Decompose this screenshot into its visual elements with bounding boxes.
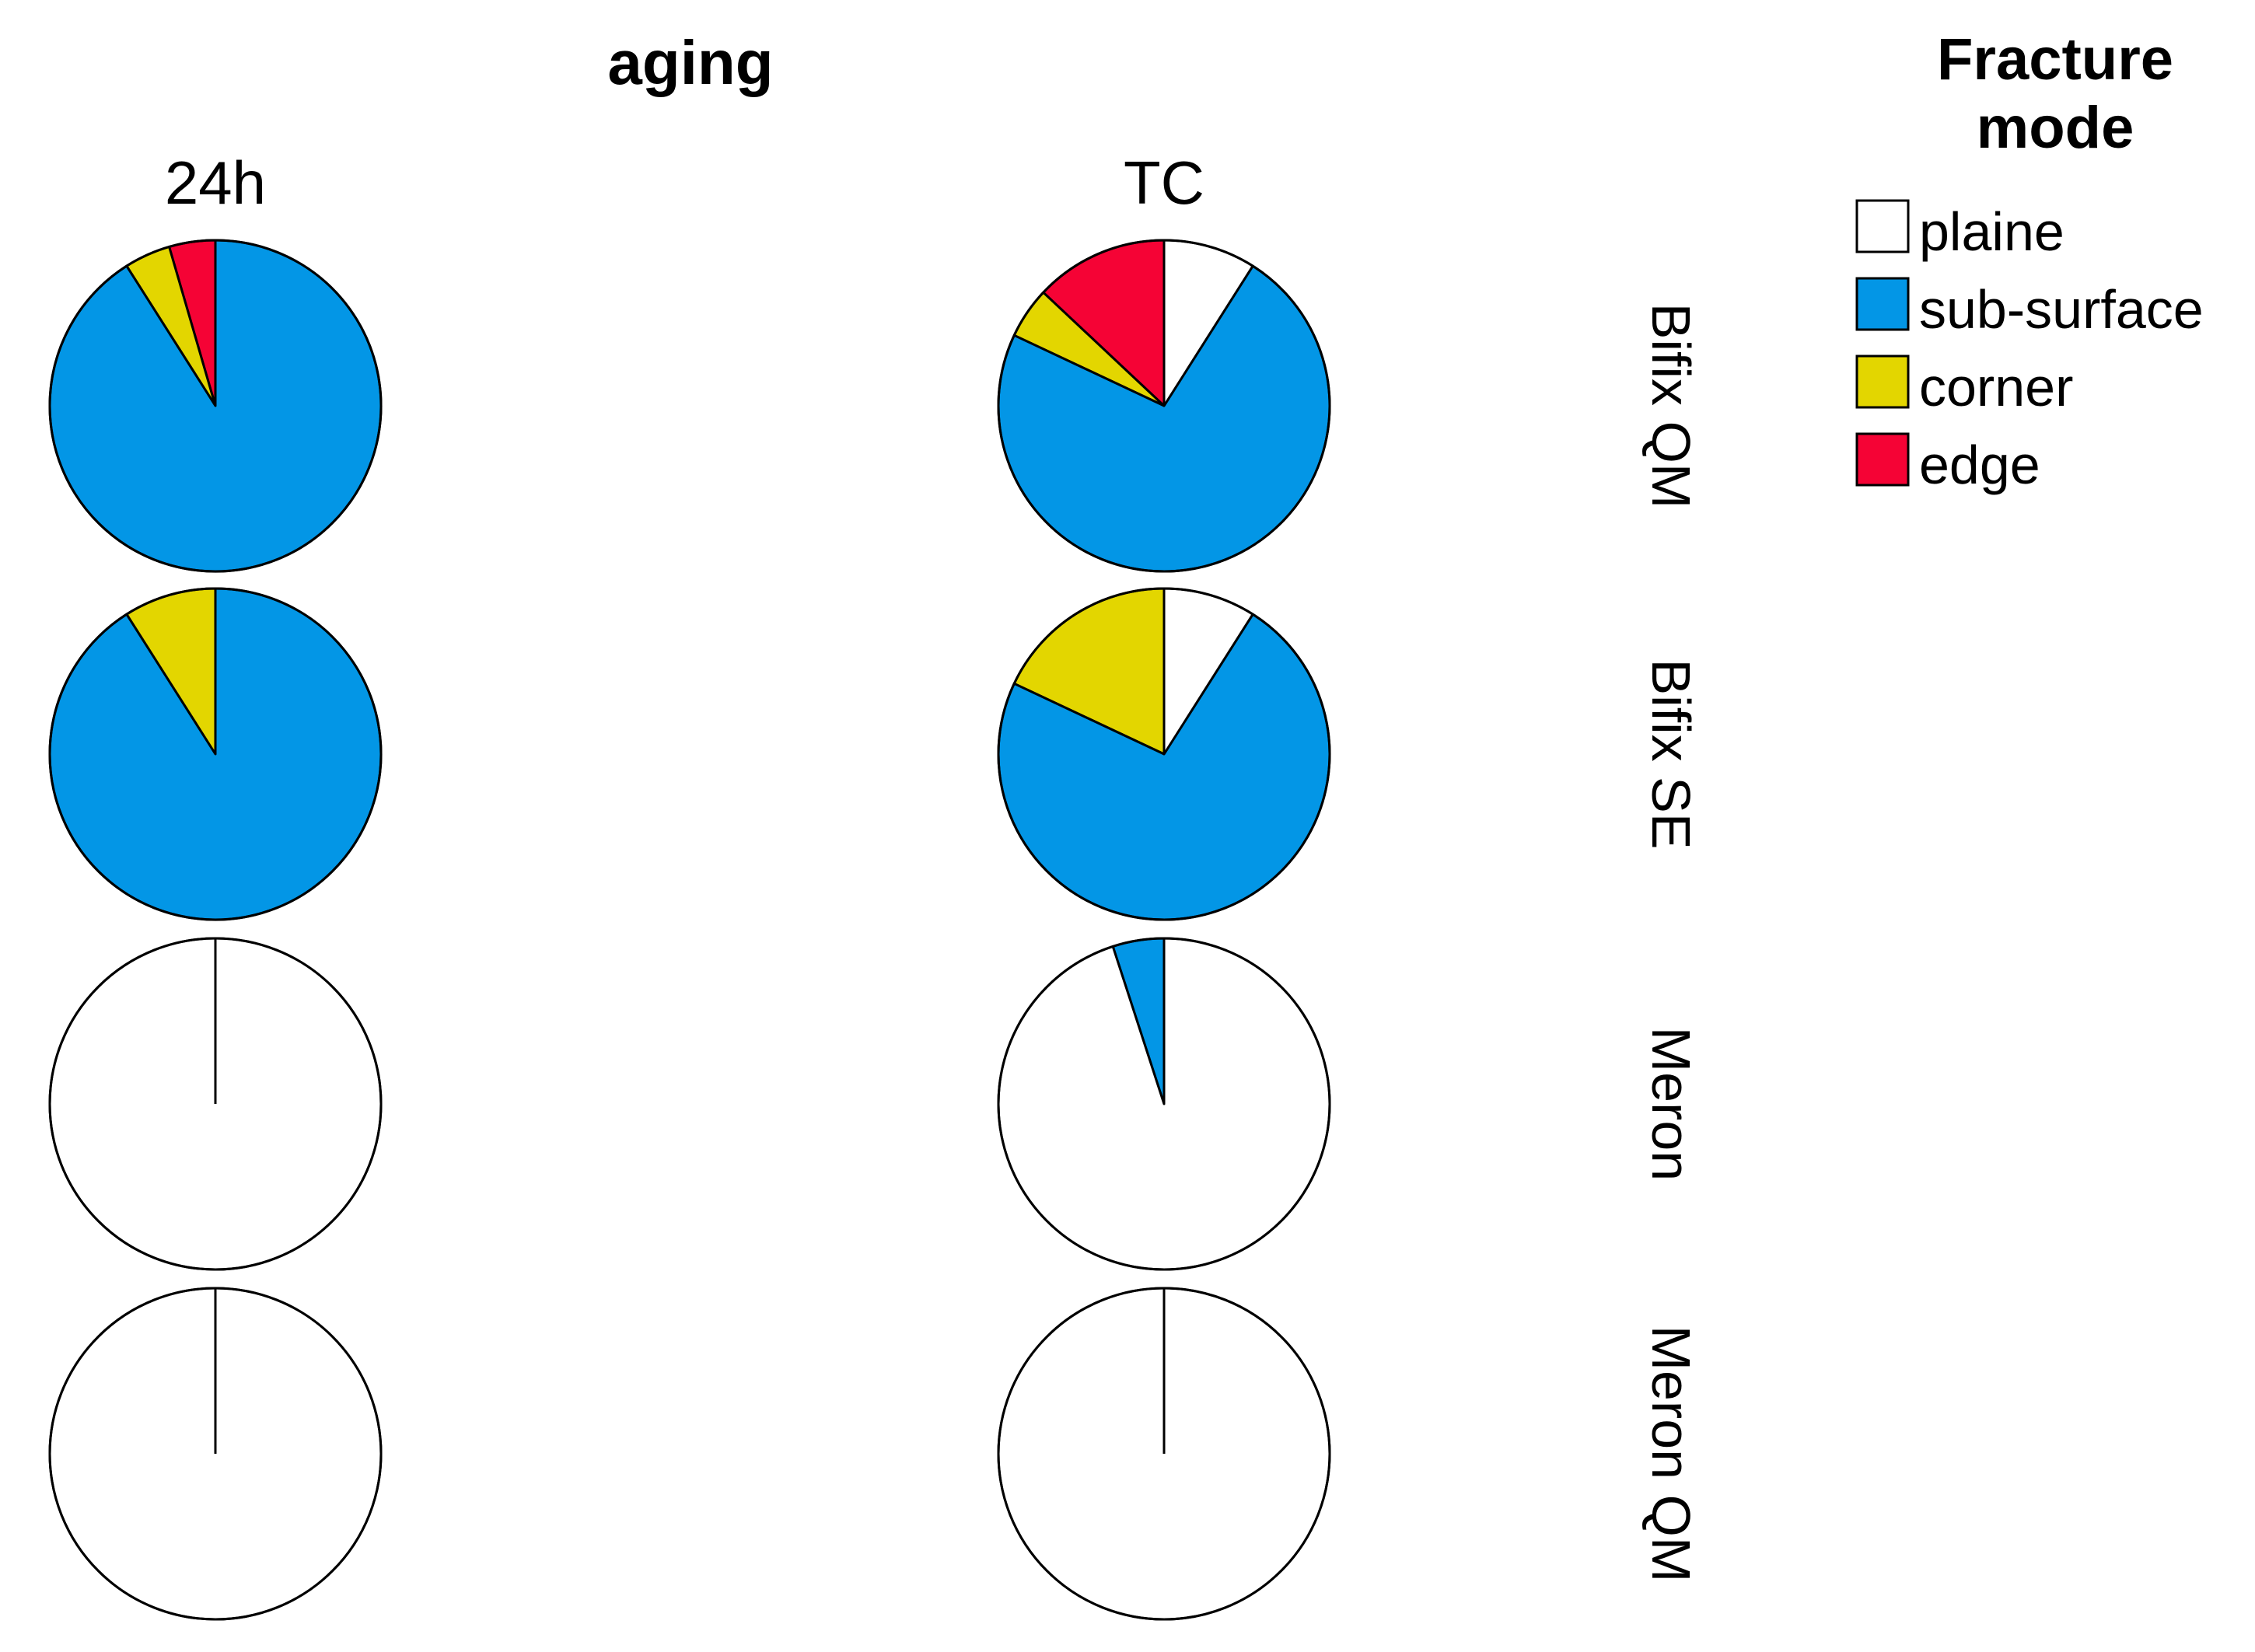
legend-label-plaine: plaine [1919,201,2064,262]
legend-title-line1: Fracture [1937,26,2173,93]
pie-outline-meron-qm-tc [997,1287,1331,1621]
pie-bifix-se-tc [997,587,1331,921]
legend: Fracture mode plaine sub-surface corner … [1855,26,2204,495]
legend-swatch-sub-surface [1855,277,1910,331]
pies [48,239,1331,1621]
column-label-24h: 24h [165,148,266,217]
legend-label-sub-surface: sub-surface [1919,279,2204,340]
legend-swatch-plaine [1855,199,1910,253]
pie-slice-meron-tc-plaine [997,937,1331,1271]
pie-outline-bifix-qm-tc [997,239,1331,573]
pie-bifix-qm-tc [997,239,1331,573]
row-labels: Bifix QM Bifix SE Meron Meron QM [1641,303,1701,1583]
legend-swatch-corner [1855,354,1910,409]
pie-meron-qm-24h [48,1287,383,1621]
pie-outline-meron-tc [997,937,1331,1271]
row-label-bifix-se: Bifix SE [1641,658,1701,849]
pie-bifix-se-24h [48,587,383,921]
pie-meron-tc [997,937,1331,1271]
legend-label-edge: edge [1919,435,2040,495]
pie-slice-bifix-qm-24h-sub-surface [48,239,383,573]
pie-meron-qm-tc [997,1287,1331,1621]
row-label-meron-qm: Meron QM [1641,1325,1701,1583]
row-label-meron: Meron [1641,1027,1701,1181]
pie-meron-24h [48,937,383,1271]
pie-outline-meron-qm-24h [48,1287,383,1621]
legend-swatch-edge [1855,432,1910,487]
column-label-tc: TC [1124,148,1204,217]
pie-slice-bifix-se-24h-sub-surface [48,587,383,921]
legend-label-corner: corner [1919,357,2073,417]
pie-outline-meron-24h [48,937,383,1271]
pie-outline-bifix-se-24h [48,587,383,921]
row-label-bifix-qm: Bifix QM [1641,303,1701,508]
chart-title: aging [607,28,773,97]
legend-title-line2: mode [1977,95,2134,161]
pie-bifix-qm-24h [48,239,383,573]
pie-outline-bifix-se-tc [997,587,1331,921]
pie-outline-bifix-qm-24h [48,239,383,573]
